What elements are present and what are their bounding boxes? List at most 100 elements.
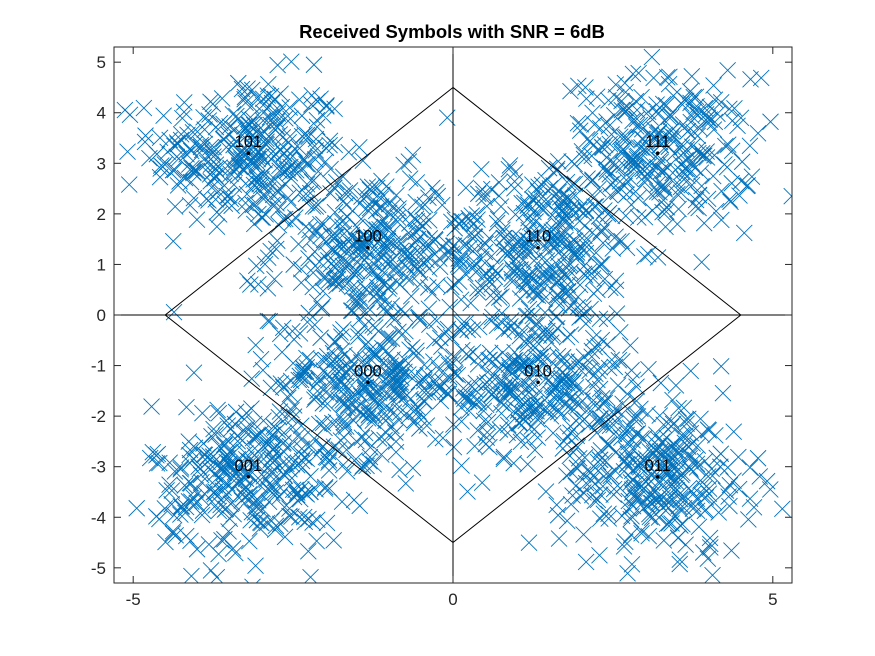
received-symbol-marker <box>222 165 239 183</box>
received-symbol-marker <box>376 293 394 311</box>
received-symbol-marker <box>317 153 334 171</box>
received-symbol-marker <box>141 149 158 167</box>
received-symbol-marker <box>203 428 220 445</box>
received-symbol-marker <box>244 111 262 129</box>
received-symbol-marker <box>407 193 425 211</box>
x-tick-label: 5 <box>768 590 777 609</box>
received-symbol-marker <box>397 475 415 492</box>
received-symbol-marker <box>390 386 408 403</box>
received-symbol-marker <box>209 401 226 419</box>
received-symbol-marker <box>532 199 550 217</box>
received-symbol-marker <box>719 61 736 79</box>
received-symbol-marker <box>295 150 312 167</box>
received-symbol-marker <box>454 212 471 230</box>
received-symbol-marker <box>317 448 335 466</box>
received-symbol-marker <box>667 377 685 394</box>
received-symbol-marker <box>282 193 300 211</box>
received-symbol-marker <box>538 252 556 269</box>
received-symbol-marker <box>334 168 352 186</box>
received-symbol-marker <box>591 410 609 427</box>
received-symbol-marker <box>291 91 308 109</box>
received-symbol-marker <box>188 540 206 558</box>
received-symbol-marker <box>483 386 501 403</box>
received-symbol-marker <box>451 252 469 270</box>
received-symbol-marker <box>743 168 761 186</box>
received-symbol-marker <box>682 113 700 131</box>
received-symbol-marker <box>711 458 729 476</box>
received-symbol-marker <box>387 359 404 377</box>
received-symbol-marker <box>316 478 334 496</box>
received-symbol-marker <box>648 146 666 164</box>
received-symbol-marker <box>631 116 649 134</box>
received-symbol-marker <box>583 342 601 360</box>
received-symbol-marker <box>509 402 527 419</box>
received-symbol-marker <box>367 195 384 213</box>
received-symbol-marker <box>617 83 634 101</box>
received-symbol-marker <box>730 480 748 498</box>
received-symbol-marker <box>704 467 721 485</box>
received-symbol-marker <box>540 359 557 377</box>
received-symbol-marker <box>562 82 579 100</box>
received-symbol-marker <box>208 204 226 221</box>
received-symbol-marker <box>351 289 369 306</box>
received-symbol-marker <box>720 488 737 505</box>
received-symbol-marker <box>172 126 190 143</box>
received-symbol-marker <box>575 257 592 275</box>
received-symbol-marker <box>623 484 641 502</box>
received-symbol-marker <box>309 148 327 165</box>
received-symbol-marker <box>174 109 191 127</box>
received-symbol-marker <box>644 202 661 219</box>
received-symbol-marker <box>276 528 294 546</box>
received-symbol-marker <box>297 218 315 236</box>
received-symbol-marker <box>542 334 560 351</box>
received-symbol-marker <box>380 280 397 298</box>
received-symbol-marker <box>430 361 448 378</box>
received-symbol-marker <box>373 394 390 412</box>
received-symbol-marker <box>314 394 332 412</box>
received-symbol-marker <box>261 109 279 126</box>
received-symbol-marker <box>317 139 335 157</box>
received-symbol-marker <box>586 475 604 493</box>
received-symbol-marker <box>237 478 255 495</box>
received-symbol-marker <box>358 354 376 371</box>
received-symbol-marker <box>622 510 640 528</box>
received-symbol-marker <box>640 245 657 263</box>
received-symbol-marker <box>342 302 360 319</box>
received-symbol-marker <box>346 263 364 280</box>
received-symbol-marker <box>390 237 408 254</box>
received-symbol-marker <box>420 260 438 277</box>
received-symbol-marker <box>353 188 370 205</box>
received-symbol-marker <box>259 249 277 267</box>
received-symbol-marker <box>250 276 267 293</box>
received-symbol-marker <box>335 192 352 210</box>
received-symbol-marker <box>554 440 572 457</box>
x-tick-label: 0 <box>448 590 457 609</box>
received-symbol-marker <box>275 145 293 163</box>
received-symbol-marker <box>570 449 588 467</box>
received-symbol-marker <box>381 278 398 295</box>
received-symbol-marker <box>248 429 266 446</box>
received-symbol-marker <box>224 540 242 557</box>
received-symbol-marker <box>568 240 586 258</box>
received-symbol-marker <box>613 406 631 423</box>
received-symbol-marker <box>310 372 328 389</box>
received-symbol-marker <box>223 197 240 215</box>
received-symbol-marker <box>719 136 737 154</box>
received-symbol-marker <box>404 459 422 477</box>
received-symbol-marker <box>237 157 255 175</box>
received-symbol-marker <box>386 366 404 384</box>
received-symbol-marker <box>306 137 323 155</box>
received-symbol-marker <box>500 160 518 178</box>
received-symbol-marker <box>309 382 326 400</box>
constellation-label-001: 001 <box>235 457 263 475</box>
received-symbol-marker <box>176 477 194 494</box>
received-symbol-marker <box>330 441 348 458</box>
received-symbol-marker <box>593 138 611 156</box>
received-symbol-marker <box>550 530 568 547</box>
received-symbol-marker <box>214 131 232 148</box>
received-symbol-marker <box>135 99 153 117</box>
constellation-point-101 <box>246 151 251 155</box>
received-symbol-marker <box>506 164 524 181</box>
received-symbol-marker <box>671 500 688 518</box>
received-symbol-marker <box>292 274 310 291</box>
